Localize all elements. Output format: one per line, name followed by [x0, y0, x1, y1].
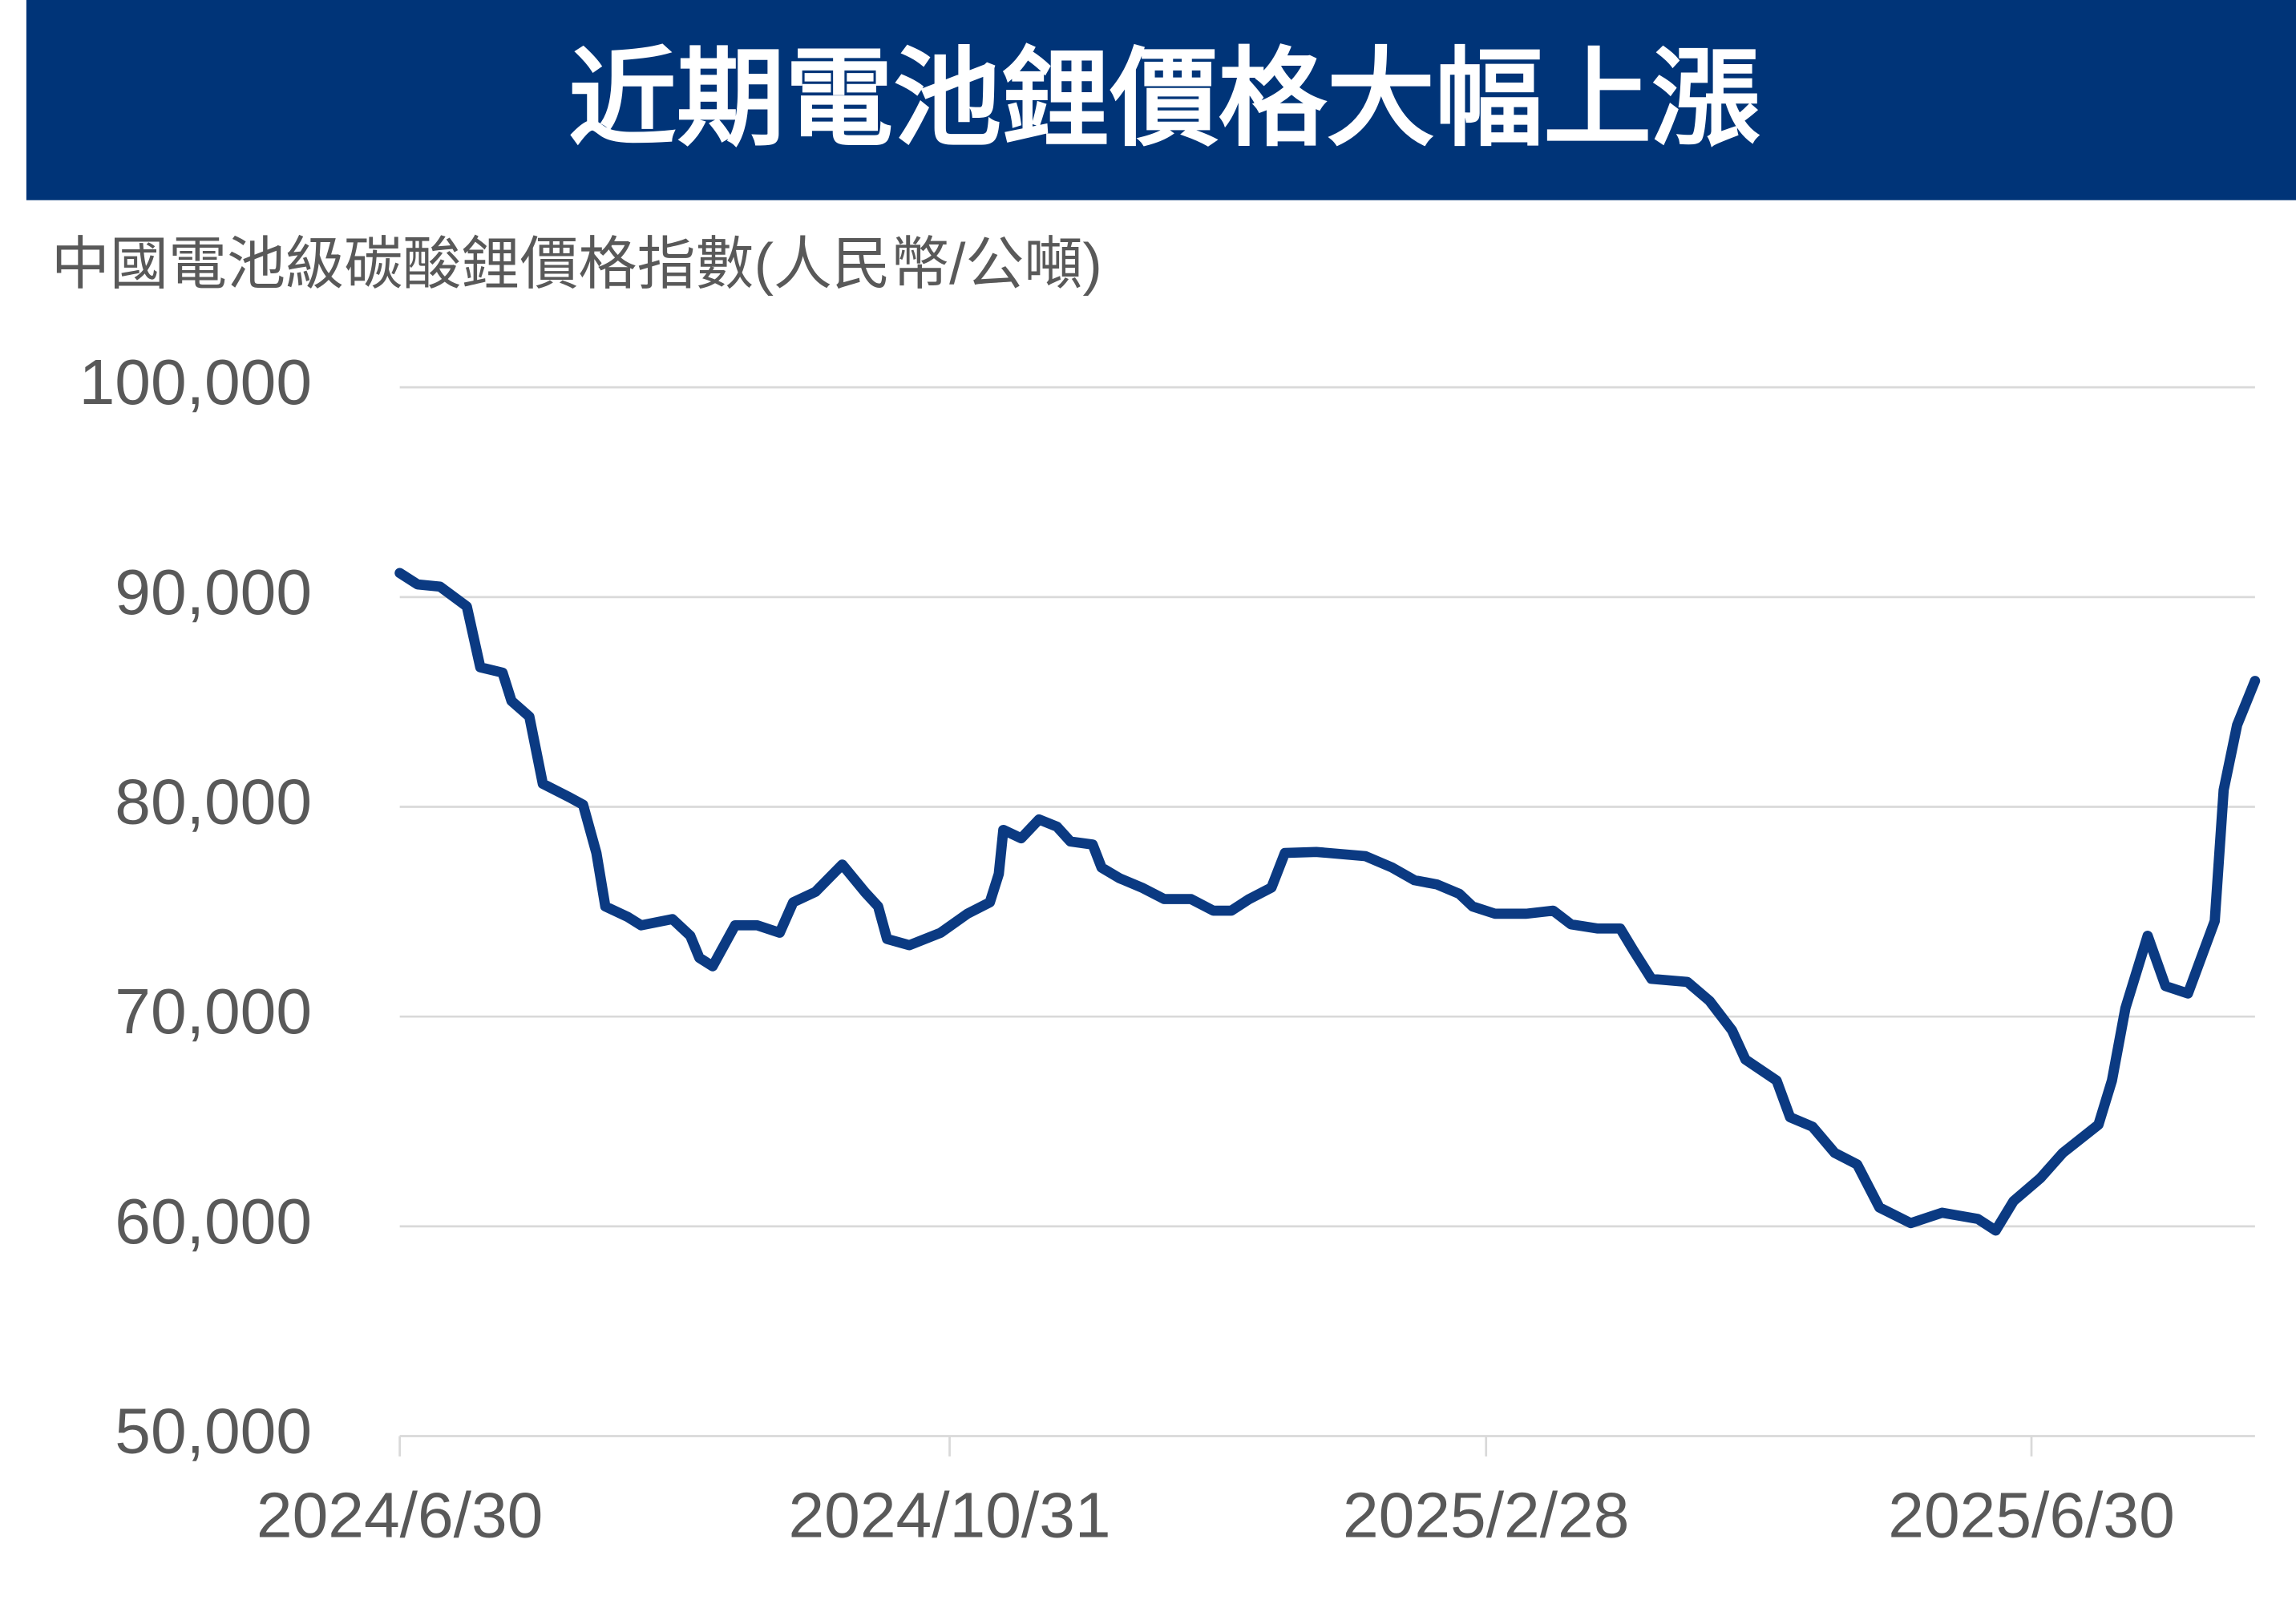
y-tick-label: 70,000	[115, 976, 312, 1048]
y-tick-label: 80,000	[115, 766, 312, 838]
title-banner	[26, 0, 2296, 200]
x-tick-label: 2025/2/28	[1343, 1480, 1629, 1551]
x-tick-label: 2024/6/30	[257, 1480, 543, 1551]
x-tick-label: 2024/10/31	[788, 1480, 1110, 1551]
y-tick-label: 50,000	[115, 1396, 312, 1467]
y-axis-label: 中國電池級碳酸鋰價格指數(人民幣/公噸)	[51, 232, 1102, 297]
price-line	[394, 568, 2261, 1236]
y-tick-label: 90,000	[115, 556, 312, 628]
y-tick-label: 60,000	[115, 1186, 312, 1257]
y-tick-label: 100,000	[79, 347, 312, 418]
x-tick-label: 2025/6/30	[1888, 1480, 2174, 1551]
chart-title: 近期電池鋰價格大幅上漲	[568, 38, 1760, 159]
